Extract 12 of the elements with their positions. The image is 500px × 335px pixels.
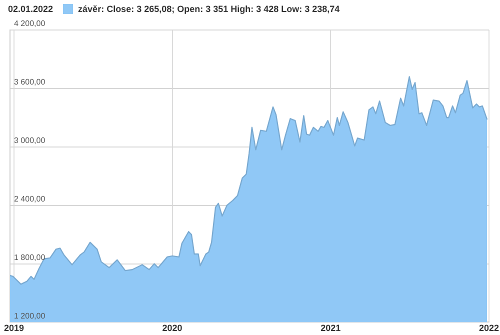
y-tick-label: 2 400,00 — [14, 194, 46, 204]
legend-label: závěr: Close: 3 265,08; Open: 3 351 High: 3 428 Low: 3 238,74 — [78, 4, 340, 14]
x-tick-label: 2019 — [4, 323, 24, 334]
y-tick-label: 3 000,00 — [14, 136, 46, 146]
chart-title: 02.01.2022 — [8, 4, 54, 14]
y-tick-label: 1 800,00 — [14, 252, 46, 262]
y-tick-label: 3 600,00 — [14, 78, 46, 87]
x-tick-label: 2020 — [162, 323, 182, 334]
y-tick-label: 4 200,00 — [14, 19, 46, 28]
x-tick-label: 2022 — [478, 323, 500, 334]
y-tick-label: 1 200,00 — [14, 311, 46, 320]
x-tick-label: 2021 — [320, 323, 341, 334]
